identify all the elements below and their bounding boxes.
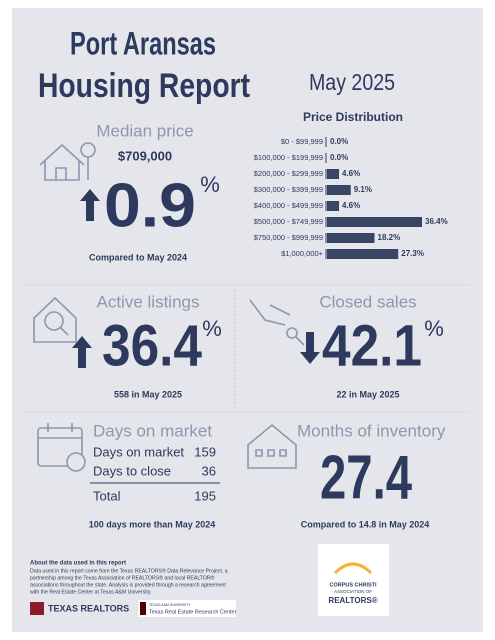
category-label: $200,000 - $299,999 bbox=[254, 169, 323, 178]
row-label: Days to close bbox=[93, 463, 171, 478]
cc-logo-text: CORPUS CHRISTI bbox=[329, 582, 377, 588]
total-label: Total bbox=[93, 488, 121, 503]
note: 558 in May 2025 bbox=[114, 389, 182, 399]
category-label: $750,000 - $999,999 bbox=[254, 233, 323, 242]
total-value: 195 bbox=[194, 488, 216, 503]
bar bbox=[327, 233, 375, 243]
about-line: Data used in this report come from the T… bbox=[30, 567, 228, 574]
value-label: 4.6% bbox=[342, 201, 360, 210]
category-label: $500,000 - $749,999 bbox=[254, 217, 323, 226]
inventory-value: 27.4 bbox=[320, 443, 412, 512]
report-date: May 2025 bbox=[309, 69, 395, 95]
category-label: $400,000 - $499,999 bbox=[254, 201, 323, 210]
change-value: 0.9 bbox=[104, 171, 196, 240]
key-hand-icon bbox=[249, 299, 305, 346]
bar bbox=[327, 201, 340, 211]
row-label: Days on market bbox=[93, 444, 184, 459]
section-title: Days on market bbox=[93, 421, 212, 440]
category-label: $1,000,000+ bbox=[281, 249, 324, 258]
logo-mark bbox=[140, 602, 146, 615]
bar bbox=[327, 185, 351, 195]
chart-title: Price Distribution bbox=[303, 110, 403, 124]
change-unit: % bbox=[424, 316, 444, 341]
logo-box bbox=[138, 600, 236, 617]
calendar-icon bbox=[37, 423, 86, 472]
change-unit: % bbox=[200, 172, 220, 197]
bar bbox=[327, 217, 422, 227]
change-unit: % bbox=[202, 316, 222, 341]
value-label: 36.4% bbox=[425, 217, 448, 226]
page-background bbox=[12, 8, 483, 632]
category-label: $100,000 - $199,999 bbox=[254, 153, 323, 162]
bar bbox=[327, 249, 399, 259]
arrow-up bbox=[72, 336, 92, 368]
row-value: 159 bbox=[194, 444, 216, 459]
building-icon bbox=[247, 423, 297, 469]
section-title: Median price bbox=[96, 121, 193, 140]
logo-text: TEXAS A&M UNIVERSITY bbox=[149, 603, 191, 607]
cc-logo-text: ASSOCIATION OF bbox=[334, 589, 372, 594]
house-icon bbox=[39, 142, 96, 181]
logo-mark bbox=[30, 602, 44, 615]
section-title: Active listings bbox=[97, 292, 200, 311]
logo-text: Texas Real Estate Research Center bbox=[149, 609, 237, 615]
category-label: $0 - $99,999 bbox=[281, 137, 323, 146]
cc-logo-text: REALTORS® bbox=[328, 596, 377, 605]
about-line: associations throughout the state. Analy… bbox=[30, 582, 226, 588]
value-label: 18.2% bbox=[378, 233, 401, 242]
arrow-down bbox=[300, 332, 320, 364]
category-label: $300,000 - $399,999 bbox=[254, 185, 323, 194]
value-label: 9.1% bbox=[354, 185, 372, 194]
row-value: 36 bbox=[202, 463, 216, 478]
value-label: 0.0% bbox=[330, 137, 348, 146]
bar bbox=[327, 169, 340, 179]
price-chart: $0 - $99,999 0.0% $100,000 - $199,999 0.0% $… bbox=[254, 137, 448, 259]
cc-logo-box bbox=[318, 544, 389, 616]
search-house-icon bbox=[33, 296, 77, 343]
about-line: partnership among the Texas Association … bbox=[30, 574, 215, 581]
value-label: 4.6% bbox=[342, 169, 360, 178]
title-line: Port Aransas bbox=[70, 25, 216, 61]
note: Compared to 14.8 in May 2024 bbox=[301, 519, 430, 529]
note: Compared to May 2024 bbox=[89, 252, 187, 262]
value-label: 27.3% bbox=[401, 249, 424, 258]
note: 22 in May 2025 bbox=[336, 389, 399, 399]
note: 100 days more than May 2024 bbox=[89, 519, 216, 529]
section-title: Months of inventory bbox=[297, 421, 446, 440]
sun-arc bbox=[333, 562, 373, 575]
arrow-up bbox=[80, 189, 100, 221]
logo-text: TEXAS REALTORS bbox=[48, 603, 129, 613]
about-title: About the data used in this report bbox=[30, 561, 126, 567]
about-line: with the Real Estate Center at Texas A&M… bbox=[30, 589, 151, 595]
section-title: Closed sales bbox=[319, 292, 416, 311]
change-value: 42.1 bbox=[322, 313, 422, 378]
median-value: $709,000 bbox=[118, 148, 172, 163]
title-line: Housing Report bbox=[38, 67, 250, 105]
change-value: 36.4 bbox=[102, 313, 202, 378]
about-text: Data used in this report come from the T… bbox=[30, 567, 228, 595]
value-label: 0.0% bbox=[330, 153, 348, 162]
